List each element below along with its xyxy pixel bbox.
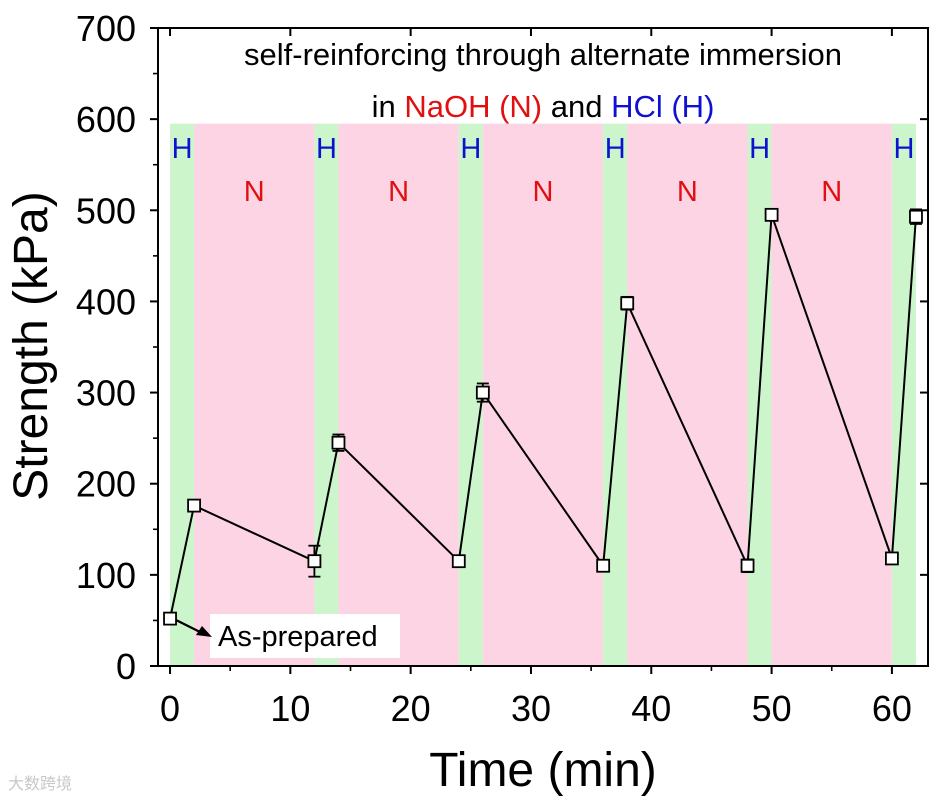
chart-title-line2: in NaOH (N) and HCl (H) bbox=[372, 89, 715, 124]
data-point bbox=[451, 554, 466, 569]
chart-title-line1: self-reinforcing through alternate immer… bbox=[244, 37, 842, 72]
data-point bbox=[163, 611, 177, 626]
phase-label-n-9: N bbox=[821, 176, 842, 208]
data-point bbox=[909, 209, 923, 224]
annotation-text: As-prepared bbox=[218, 621, 378, 653]
phase-label-n-3: N bbox=[388, 176, 409, 208]
watermark: 大数跨境 bbox=[8, 774, 73, 793]
phase-bands bbox=[170, 123, 916, 666]
y-axis-label: Strength (kPa) bbox=[5, 191, 58, 500]
phase-band-h-2 bbox=[314, 123, 339, 666]
data-point bbox=[331, 435, 346, 450]
phase-band-n-1 bbox=[194, 123, 315, 666]
as-prepared-annotation: As-prepared bbox=[175, 614, 400, 658]
phase-label-h-2: H bbox=[316, 133, 337, 165]
x-tick-label: 10 bbox=[270, 688, 310, 729]
x-tick-label: 50 bbox=[752, 688, 792, 729]
annotation-arrowhead bbox=[196, 626, 212, 637]
x-tick-label: 60 bbox=[872, 688, 912, 729]
phase-label-n-5: N bbox=[533, 176, 554, 208]
y-tick-label: 300 bbox=[76, 373, 136, 414]
x-tick-label: 20 bbox=[391, 688, 431, 729]
data-point bbox=[764, 207, 779, 222]
annotation-arrow bbox=[175, 619, 201, 633]
y-tick-label: 600 bbox=[76, 99, 136, 140]
phase-labels: H N H N H N H N H N H bbox=[172, 133, 915, 208]
phase-label-n-1: N bbox=[244, 176, 265, 208]
phase-band-n-5 bbox=[482, 123, 604, 666]
phase-band-n-9 bbox=[771, 123, 892, 666]
phase-label-n-7: N bbox=[677, 176, 698, 208]
x-axis-label: Time (min) bbox=[429, 744, 657, 797]
data-point bbox=[620, 296, 635, 311]
phase-band-h-6 bbox=[603, 123, 628, 666]
data-series bbox=[163, 207, 923, 626]
y-tick-label: 700 bbox=[76, 8, 136, 49]
y-tick-label: 200 bbox=[76, 464, 136, 505]
phase-label-h-10: H bbox=[893, 133, 914, 165]
phase-band-n-7 bbox=[627, 123, 748, 666]
phase-label-h-0: H bbox=[172, 133, 193, 165]
phase-band-h-0 bbox=[170, 123, 195, 666]
phase-label-h-8: H bbox=[749, 133, 770, 165]
data-point bbox=[596, 558, 611, 573]
data-point bbox=[885, 551, 899, 566]
data-point bbox=[475, 385, 490, 400]
x-tick-label: 40 bbox=[631, 688, 671, 729]
phase-band-n-3 bbox=[338, 123, 459, 666]
x-tick-label: 0 bbox=[160, 688, 180, 729]
series-line bbox=[169, 214, 917, 619]
data-point bbox=[307, 554, 322, 569]
data-point bbox=[187, 498, 201, 513]
y-tick-label: 100 bbox=[76, 555, 136, 596]
y-tick-label: 500 bbox=[76, 190, 136, 231]
y-tick-label: 0 bbox=[116, 646, 136, 687]
title-hcl: HCl (H) bbox=[611, 89, 714, 124]
data-point bbox=[740, 558, 755, 573]
title-prefix: in bbox=[372, 89, 405, 124]
annotation-box bbox=[210, 614, 400, 658]
x-tick-label: 30 bbox=[511, 688, 551, 729]
phase-label-h-6: H bbox=[605, 133, 626, 165]
chart-title: self-reinforcing through alternate immer… bbox=[244, 37, 842, 124]
phase-label-h-4: H bbox=[460, 133, 481, 165]
title-naoh: NaOH (N) bbox=[404, 89, 542, 124]
title-middle: and bbox=[542, 89, 611, 124]
y-tick-label: 400 bbox=[76, 281, 136, 322]
